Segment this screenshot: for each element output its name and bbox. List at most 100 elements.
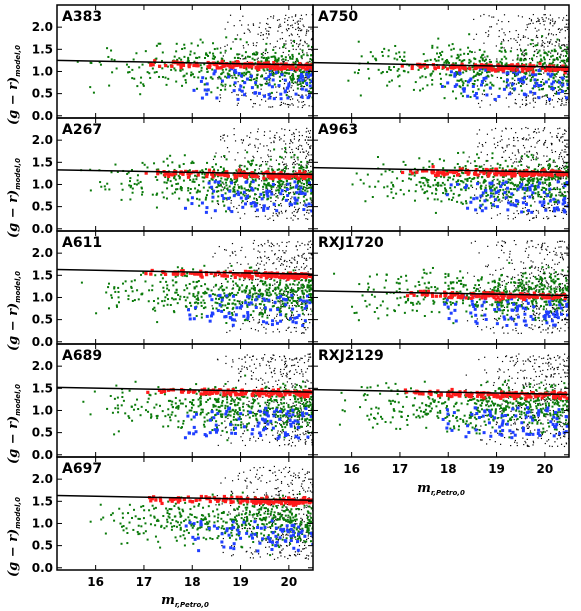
point-green (543, 187, 546, 190)
point-blue (211, 195, 215, 199)
point-green (178, 197, 181, 200)
point-field (537, 210, 539, 212)
point-green (439, 82, 442, 85)
point-blue (284, 198, 288, 202)
point-green (368, 77, 371, 80)
point-field (562, 136, 564, 138)
point-red (515, 68, 519, 72)
point-green (426, 190, 429, 193)
point-blue (480, 209, 484, 213)
point-field (478, 129, 481, 131)
point-green (108, 188, 111, 191)
point-green (548, 182, 551, 185)
point-green (438, 158, 441, 161)
point-green (219, 89, 222, 92)
point-field (272, 71, 275, 74)
point-red (205, 172, 210, 176)
point-blue (562, 198, 566, 202)
point-green (525, 154, 528, 157)
point-field (517, 213, 520, 215)
point-field (535, 85, 537, 87)
point-field (560, 91, 562, 94)
point-field (491, 16, 493, 18)
point-field (260, 260, 263, 262)
point-red (522, 66, 526, 71)
point-green (442, 167, 445, 170)
point-green (459, 48, 462, 51)
point-red (266, 174, 270, 179)
point-field (304, 77, 307, 79)
point-green (396, 69, 399, 72)
point-green (155, 193, 158, 196)
point-green (563, 182, 566, 185)
point-green (480, 185, 483, 188)
point-field (481, 93, 484, 95)
point-green (537, 179, 540, 182)
point-green (234, 60, 237, 63)
point-green (267, 184, 270, 187)
point-green (190, 71, 193, 74)
point-green (455, 57, 458, 60)
point-field (556, 53, 559, 55)
point-green (466, 84, 469, 87)
point-green (129, 198, 132, 201)
point-green (472, 177, 475, 180)
point-green (199, 38, 202, 41)
point-field (554, 161, 556, 163)
point-green (398, 55, 401, 58)
point-red (474, 66, 478, 70)
point-field (259, 22, 261, 24)
point-field (268, 206, 270, 208)
point-green (531, 58, 534, 61)
point-green (182, 163, 185, 166)
point-blue (453, 72, 457, 76)
point-green (110, 171, 113, 174)
point-green (315, 168, 317, 170)
point-green (229, 84, 232, 87)
point-green (456, 53, 459, 56)
point-green (181, 68, 184, 71)
point-field (571, 59, 572, 60)
point-field (571, 212, 572, 213)
point-green (539, 178, 542, 181)
point-field (532, 210, 534, 212)
point-field (310, 185, 312, 187)
point-green (543, 198, 546, 201)
point-green (260, 83, 263, 86)
point-field (483, 164, 485, 166)
point-field (253, 102, 255, 105)
point-blue (560, 76, 564, 80)
point-green (555, 72, 558, 75)
point-field (526, 77, 529, 79)
point-green (369, 51, 372, 54)
point-red (476, 173, 480, 177)
point-field (537, 17, 539, 19)
point-red (287, 175, 291, 179)
point-green (191, 180, 194, 183)
point-red (188, 62, 192, 66)
point-field (523, 50, 525, 52)
point-green (481, 176, 484, 179)
point-green (175, 183, 178, 186)
point-green (229, 47, 232, 50)
point-green (175, 50, 178, 53)
point-green (464, 79, 467, 82)
point-field (304, 139, 307, 141)
point-field (259, 83, 261, 85)
point-green (435, 189, 438, 192)
point-field (290, 96, 292, 98)
point-blue (267, 92, 271, 96)
point-green (110, 49, 113, 52)
point-field (562, 194, 564, 196)
point-field (554, 150, 557, 153)
scatter-points (57, 14, 316, 109)
point-field (546, 53, 548, 55)
point-green (314, 76, 316, 78)
point-field (571, 72, 572, 73)
point-field (561, 141, 564, 143)
point-field (485, 141, 487, 144)
point-green (291, 78, 294, 81)
point-field (554, 173, 556, 175)
point-green (548, 163, 551, 166)
point-field (301, 58, 303, 60)
